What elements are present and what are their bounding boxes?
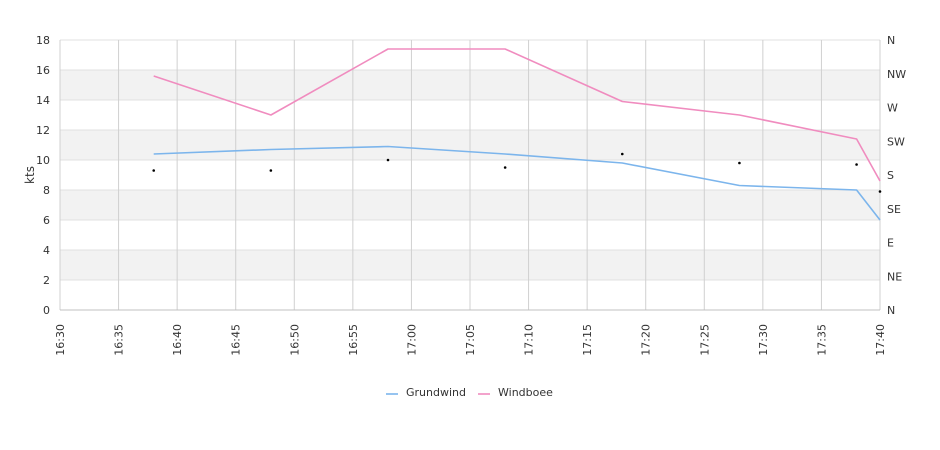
x-tick-label: 17:05 xyxy=(464,324,477,356)
y-tick-label: 6 xyxy=(43,214,50,227)
y-tick-label: 12 xyxy=(36,124,50,137)
right-tick-label: N xyxy=(887,304,895,317)
x-tick-label: 16:35 xyxy=(113,324,126,356)
x-tick-label: 17:00 xyxy=(405,324,418,356)
right-tick-label: W xyxy=(887,102,898,115)
x-tick-label: 17:35 xyxy=(815,324,828,356)
y-tick-label: 16 xyxy=(36,64,50,77)
series-lines xyxy=(153,48,881,221)
plot-grid xyxy=(59,39,881,311)
x-axis-ticks: 16:30 16:35 16:40 16:45 16:50 16:55 17:00 17:05… xyxy=(54,324,887,356)
y-tick-label: 18 xyxy=(36,34,50,47)
right-tick-label: N xyxy=(887,34,895,47)
y-tick-label: 4 xyxy=(43,244,50,257)
right-tick-label: SW xyxy=(887,135,905,148)
legend-label: Windboee xyxy=(498,386,553,399)
x-tick-label: 16:45 xyxy=(230,324,243,356)
legend-label: Grundwind xyxy=(406,386,466,399)
x-tick-label: 17:20 xyxy=(640,324,653,356)
y-tick-label: 0 xyxy=(43,304,50,317)
y-tick-label: 14 xyxy=(36,94,50,107)
right-tick-label: SE xyxy=(887,203,901,216)
direction-point xyxy=(878,190,882,193)
x-tick-label: 17:25 xyxy=(698,324,711,356)
y-tick-label: 8 xyxy=(43,184,50,197)
direction-point xyxy=(855,163,858,166)
right-tick-label: NE xyxy=(887,270,902,283)
x-tick-label: 17:40 xyxy=(874,324,887,356)
x-tick-label: 16:50 xyxy=(288,324,301,356)
direction-point xyxy=(152,169,156,172)
x-tick-label: 17:10 xyxy=(523,324,536,356)
x-tick-label: 16:40 xyxy=(171,324,184,356)
y-axis-label: kts xyxy=(23,166,37,184)
direction-point xyxy=(269,169,273,172)
right-tick-label: E xyxy=(887,237,894,250)
direction-point xyxy=(386,158,390,162)
x-tick-label: 16:55 xyxy=(347,324,360,356)
direction-point xyxy=(738,161,741,165)
series-line-windboee xyxy=(153,48,881,182)
y-tick-label: 10 xyxy=(36,154,50,167)
y-tick-label: 2 xyxy=(43,274,50,287)
direction-point xyxy=(503,166,507,169)
x-tick-label: 16:30 xyxy=(54,324,67,356)
direction-points xyxy=(152,152,882,193)
x-tick-label: 17:15 xyxy=(581,324,594,356)
series-line-grundwind xyxy=(153,145,881,221)
right-tick-label: NW xyxy=(887,68,906,81)
y-axis-ticks: 0 2 4 6 8 10 12 14 16 18 xyxy=(36,34,50,317)
x-tick-label: 17:30 xyxy=(757,324,770,356)
direction-point xyxy=(620,152,624,156)
legend: Grundwind Windboee xyxy=(386,386,553,399)
right-tick-label: S xyxy=(887,169,894,182)
right-axis-ticks: N NE E SE S SW W NW N xyxy=(887,34,906,317)
